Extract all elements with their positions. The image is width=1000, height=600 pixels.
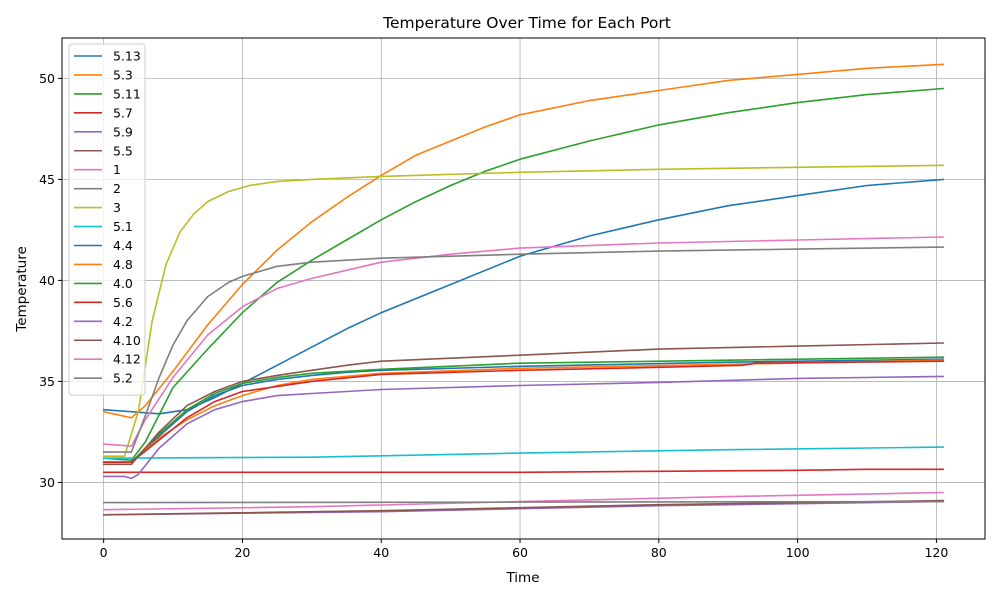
y-tick-label: 30 [39, 475, 55, 490]
series-line-5-2 [102, 246, 945, 453]
x-tick-label: 100 [786, 545, 810, 560]
legend-entry-label: 5.5 [113, 143, 133, 158]
legend-entry-label: 5.1 [113, 219, 133, 234]
legend-entry-label: 5.2 [113, 371, 133, 386]
y-tick-label: 50 [39, 71, 55, 86]
series-line-5-6 [102, 360, 945, 464]
series-line-3 [102, 164, 945, 458]
x-tick-label: 80 [651, 545, 667, 560]
x-axis-label: Time [505, 570, 539, 586]
legend: 5.13 5.3 5.11 5.7 5.9 5.5 1 2 3 5.1 4.4 4.8 4.0 5.6 4.… [68, 43, 146, 396]
y-tick-label: 35 [39, 374, 55, 389]
series-line-4-0 [102, 356, 945, 464]
chart-title: Temperature Over Time for Each Port [382, 14, 671, 32]
series-line-4-8 [102, 359, 945, 464]
x-tick-label: 20 [234, 545, 250, 560]
legend-entry-label: 4.12 [113, 352, 141, 367]
x-tick-label: 0 [100, 545, 108, 560]
series-line-5-11 [102, 87, 945, 462]
legend-entry-label: 2 [113, 181, 121, 196]
series-line-4-2 [102, 375, 945, 480]
plot-area-frame [61, 37, 986, 540]
x-tick-label: 120 [924, 545, 948, 560]
y-tick-label: 40 [39, 273, 55, 288]
series-line-5-3 [102, 63, 945, 419]
legend-entry-label: 3 [113, 200, 121, 215]
legend-entry-label: 4.4 [113, 238, 133, 253]
grid-lines [62, 38, 985, 539]
series-lines [102, 63, 945, 516]
y-tick-label: 45 [39, 172, 55, 187]
legend-entry-label: 5.3 [113, 67, 133, 82]
series-line-5-7 [102, 468, 945, 474]
legend-entry-label: 5.7 [113, 105, 133, 120]
legend-entry-label: 4.0 [113, 276, 133, 291]
series-line-4-4 [102, 358, 945, 464]
axis-ticks: 0 20 40 60 80 100 120 30 35 40 45 50 [39, 71, 948, 560]
y-axis-label: Temperature [14, 246, 30, 333]
series-line-4-10 [102, 342, 945, 466]
legend-entry-label: 5.9 [113, 124, 133, 139]
series-line-5-5 [102, 499, 945, 516]
legend-entry-label: 4.2 [113, 314, 133, 329]
legend-entry-label: 5.13 [113, 49, 141, 64]
x-tick-label: 40 [373, 545, 389, 560]
series-line-4-12 [102, 236, 945, 447]
series-line-2 [102, 500, 945, 504]
legend-entry-label: 5.6 [113, 295, 133, 310]
legend-entry-label: 4.8 [113, 257, 133, 272]
series-line-5-1 [102, 446, 945, 460]
legend-entry-label: 4.10 [113, 333, 141, 348]
legend-entry-label: 1 [113, 162, 121, 177]
legend-entry-label: 5.11 [113, 86, 141, 101]
x-tick-label: 60 [512, 545, 528, 560]
